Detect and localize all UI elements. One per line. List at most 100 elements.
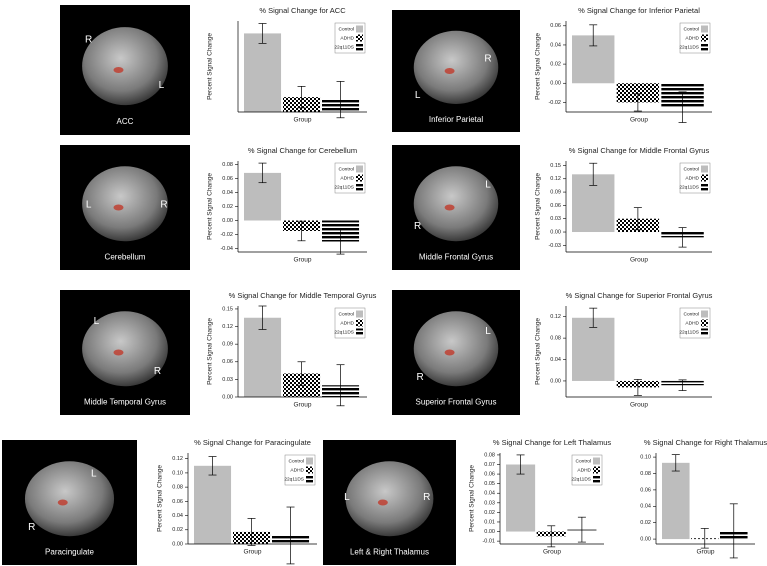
y-tick-label: 0.00 — [550, 229, 561, 235]
brain — [413, 166, 499, 242]
error-bar — [589, 307, 598, 328]
y-axis-label: Percent Signal Change — [207, 173, 214, 240]
side-label: L — [485, 180, 491, 191]
side-label: L — [94, 316, 100, 327]
error-bar — [516, 454, 525, 475]
bar — [662, 462, 690, 540]
side-label: R — [414, 221, 421, 232]
side-label: R — [28, 522, 35, 533]
legend-swatch — [593, 466, 600, 474]
legend-swatch — [701, 310, 708, 318]
activation — [444, 204, 455, 211]
y-tick-label: 0.00 — [484, 529, 495, 535]
legend-label: ADHD — [340, 175, 354, 181]
side-label: L — [159, 80, 165, 91]
bar — [506, 464, 536, 532]
legend-swatch — [306, 466, 313, 474]
error-bar — [258, 162, 267, 184]
legend-swatch — [306, 475, 313, 483]
y-axis-label: Percent Signal Change — [157, 465, 164, 532]
y-tick-label: 0.04 — [640, 504, 651, 510]
activation — [113, 67, 124, 73]
side-label: L — [415, 90, 421, 101]
error-bar — [678, 379, 687, 391]
x-axis-label: Group — [696, 549, 714, 556]
error-bar — [258, 305, 267, 330]
side-label: R — [85, 35, 92, 46]
legend-label: ADHD — [340, 35, 354, 41]
legend-swatch — [593, 475, 600, 483]
error-bar — [258, 23, 267, 44]
error-bar — [247, 518, 256, 546]
x-axis-label: Group — [293, 117, 311, 124]
legend-label: Control — [684, 311, 699, 317]
brain — [24, 461, 115, 537]
legend-label: Control — [339, 311, 354, 317]
legend-label: 22q11DS — [679, 184, 699, 190]
chart-title: % Signal Change for Middle Temporal Gyru… — [229, 291, 377, 300]
legend-swatch — [593, 457, 600, 465]
legend-label: ADHD — [685, 35, 699, 41]
legend-swatch — [701, 174, 708, 182]
y-axis-label: Percent Signal Change — [469, 465, 476, 532]
y-tick-label: 0.10 — [640, 455, 651, 461]
y-tick-label: 0.06 — [172, 499, 183, 505]
error-bar — [633, 93, 642, 112]
legend-label: Control — [684, 166, 699, 172]
error-bar — [633, 207, 642, 231]
y-axis-label: Percent Signal Change — [535, 318, 542, 385]
y-tick-label: -0.02 — [220, 232, 233, 238]
legend-swatch — [356, 310, 363, 318]
bar — [616, 83, 660, 103]
chart-title: % Signal Change for Right Thalamus — [644, 438, 767, 447]
y-tick-label: 0.02 — [484, 510, 495, 516]
legend-label: 22q11DS — [284, 476, 304, 482]
y-tick-label: 0.09 — [550, 190, 561, 196]
legend-label: ADHD — [685, 320, 699, 326]
brain — [82, 311, 168, 387]
legend-label: ADHD — [340, 320, 354, 326]
brain-label: Paracingulate — [45, 548, 94, 557]
y-tick-label: 0.06 — [550, 23, 561, 29]
error-bar — [336, 364, 345, 407]
legend-label: 22q11DS — [679, 329, 699, 335]
y-tick-label: 0.06 — [640, 487, 651, 493]
y-tick-label: 0.06 — [222, 176, 233, 182]
error-bar — [286, 506, 295, 565]
y-tick-label: 0.08 — [640, 471, 651, 477]
brain — [413, 30, 499, 104]
error-bar — [678, 91, 687, 123]
y-tick-label: 0.04 — [550, 42, 561, 48]
brain — [82, 27, 168, 106]
y-tick-label: 0.04 — [222, 190, 233, 196]
y-tick-label: 0.01 — [484, 519, 495, 525]
activation — [113, 349, 124, 356]
y-tick-label: 0.03 — [484, 500, 495, 506]
brain-label: Middle Frontal Gyrus — [419, 253, 493, 262]
y-tick-label: 0.06 — [550, 203, 561, 209]
side-label: R — [160, 200, 167, 211]
y-axis-label: Percent Signal Change — [207, 33, 214, 100]
error-bar — [577, 516, 586, 543]
legend-label: Control — [339, 166, 354, 172]
y-tick-label: 0.12 — [550, 314, 561, 320]
activation — [444, 349, 455, 356]
legend-label: 22q11DS — [334, 184, 354, 190]
chart-title: % Signal Change for ACC — [259, 6, 346, 15]
y-tick-label: 0.00 — [640, 537, 651, 543]
brain-label: Left & Right Thalamus — [350, 548, 429, 557]
legend-swatch — [306, 457, 313, 465]
brain-label: Inferior Parietal — [429, 115, 483, 124]
brain-label: Middle Temporal Gyrus — [84, 398, 166, 407]
legend-label: 22q11DS — [571, 476, 591, 482]
error-bar — [297, 220, 306, 242]
chart-title: % Signal Change for Superior Frontal Gyr… — [566, 291, 713, 300]
y-axis-label: Percent Signal Change — [535, 173, 542, 240]
y-tick-label: 0.08 — [172, 485, 183, 491]
chart-title: % Signal Change for Cerebellum — [248, 146, 357, 155]
error-bar — [589, 24, 598, 47]
error-bar — [729, 503, 738, 559]
x-axis-label: Group — [630, 402, 648, 409]
legend-swatch — [701, 43, 708, 51]
side-label: L — [344, 492, 350, 503]
